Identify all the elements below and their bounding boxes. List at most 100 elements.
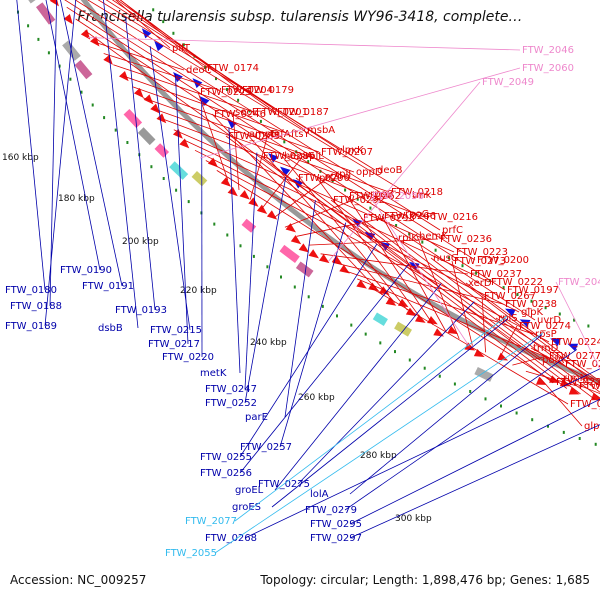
gene-name: FTW_0295	[310, 519, 362, 530]
forward-gene	[433, 328, 444, 337]
gene-label: FTW_0225	[197, 87, 252, 181]
gene-name: nusG	[433, 253, 459, 264]
gene-name: FTW_0257	[240, 442, 292, 453]
gene-label: hemA	[281, 151, 408, 311]
outer-dot	[280, 275, 282, 279]
gene-name: FTW_0222	[491, 277, 543, 288]
gene-name: oppD	[356, 167, 383, 178]
forward-gene	[319, 254, 330, 264]
inner-dot	[516, 293, 519, 296]
gene-name: FTW_0297	[310, 533, 362, 544]
tick-label: 220 kbp	[180, 286, 217, 296]
gene-label: rplS	[495, 313, 600, 384]
gene-name: lolA	[310, 489, 329, 500]
gene-name: hemA	[284, 151, 313, 162]
inner-dot	[182, 43, 185, 47]
gene-name: tufA	[270, 129, 291, 140]
gene-label: FTW_0290	[295, 173, 581, 395]
gene-label: FTW_0293	[360, 213, 600, 399]
gene-name: deoB	[377, 165, 403, 176]
cog-category-box	[241, 218, 257, 233]
gene-name: deoC	[186, 65, 212, 76]
gene-name: FTW_0262	[349, 191, 401, 202]
leader-line	[214, 332, 544, 554]
tick-label: 200 kbp	[122, 237, 159, 247]
outer-dot	[103, 116, 106, 120]
gene-name: ftsY	[291, 129, 310, 140]
reverse-gene	[550, 338, 561, 346]
gene-name: FTW_0285	[228, 131, 280, 142]
outer-dot	[423, 366, 426, 370]
forward-gene	[308, 249, 319, 259]
leader-line	[49, 0, 58, 307]
gene-label: dsbB	[98, 0, 139, 334]
gene-name: rimM	[563, 373, 588, 384]
gene-label: tmk	[87, 0, 432, 201]
gene-name: rpsP	[535, 329, 557, 340]
gene-name: FTW_0197	[507, 285, 559, 296]
forward-gene	[63, 13, 73, 25]
gene-label: ampD	[246, 129, 396, 303]
gene-name: rpoB	[370, 189, 394, 200]
forward-gene	[179, 138, 190, 149]
leader-line	[320, 253, 469, 275]
outer-dot	[27, 24, 30, 28]
gene-label: FTW_2049	[327, 77, 534, 262]
leader-line	[249, 133, 269, 200]
forward-gene	[497, 352, 509, 361]
inner-dot	[172, 31, 175, 35]
leader-line	[273, 173, 334, 219]
outer-dot	[578, 437, 581, 440]
reverse-gene	[199, 96, 210, 107]
gene-label: FTW_0191	[60, 0, 134, 292]
leader-line	[87, 0, 411, 196]
gene-name: FTW_2077	[185, 516, 237, 527]
inner-dot	[434, 248, 437, 252]
gene-name: FTW_0180	[5, 285, 57, 296]
leader-line	[149, 46, 191, 331]
forward-gene	[80, 29, 91, 40]
gene-label: FTW_0224	[205, 160, 600, 348]
forward-gene	[285, 223, 296, 233]
tick-label: 160 kbp	[2, 153, 39, 163]
gene-label: FTW_0200	[64, 0, 529, 266]
gene-name: rpoC	[405, 209, 429, 220]
outer-dot	[226, 233, 229, 237]
leader-line	[234, 315, 508, 522]
gene-label: rpoC	[296, 209, 429, 237]
gene-name: FTW_0252	[205, 398, 257, 409]
leader-line	[194, 149, 520, 313]
cog-category-box	[123, 108, 143, 128]
leader-line	[327, 81, 481, 262]
outer-dot	[307, 295, 310, 299]
leader-line	[211, 113, 383, 296]
gene-label: metK	[200, 127, 241, 379]
gene-labels: pilTFTW_0174FTW_0179FTW_0187msbAlpxKdeoB…	[5, 0, 600, 559]
gene-label: FTW_0193	[115, 17, 167, 316]
leader-line	[197, 91, 229, 181]
gene-name: FTW_0247	[205, 384, 257, 395]
reverse-gene	[408, 261, 420, 271]
reverse-gene	[154, 41, 164, 52]
cog-category-box	[394, 321, 412, 337]
gene-name: rplS	[498, 313, 518, 324]
forward-gene	[568, 387, 580, 395]
gene-name: FTW_0217	[148, 339, 200, 350]
leader-line	[495, 317, 600, 384]
gene-label: deoB	[97, 0, 403, 176]
gene-name: lpxK	[342, 145, 364, 156]
outer-dot	[266, 265, 269, 269]
forward-gene	[156, 113, 167, 124]
outer-dot	[293, 285, 296, 289]
tick-label: 280 kbp	[360, 451, 397, 461]
leader-line	[297, 301, 475, 485]
forward-gene	[227, 186, 238, 197]
leader-line	[295, 177, 581, 395]
cog-category-box	[279, 244, 300, 263]
outer-dot	[562, 430, 565, 434]
leader-line	[381, 215, 447, 333]
outer-dot	[394, 350, 396, 354]
leader-line	[152, 108, 390, 193]
gene-label: FTW_0252	[205, 176, 287, 409]
leader-line	[173, 129, 455, 253]
